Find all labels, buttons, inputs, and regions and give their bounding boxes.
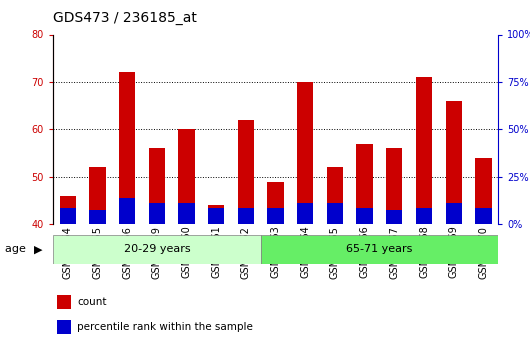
Bar [208,205,224,224]
Bar [261,235,498,264]
Bar [53,235,261,264]
Bar [149,148,165,224]
Bar [327,167,343,224]
Bar [327,203,343,224]
Bar [357,208,373,224]
Bar [119,72,135,224]
Bar [238,120,254,224]
Text: GDS473 / 236185_at: GDS473 / 236185_at [53,11,197,25]
Bar [416,77,432,224]
Text: percentile rank within the sample: percentile rank within the sample [77,322,253,332]
Bar [208,208,224,224]
Bar [475,208,491,224]
Bar [238,208,254,224]
Bar [119,198,135,224]
Bar [268,181,284,224]
Bar [60,208,76,224]
Bar [179,129,195,224]
Bar [386,148,402,224]
Bar [475,158,491,224]
Bar [90,210,105,224]
Bar [386,210,402,224]
Text: ▶: ▶ [34,244,43,254]
Bar [57,295,71,309]
Bar [90,167,105,224]
Text: count: count [77,297,107,307]
Bar [297,203,313,224]
Bar [297,82,313,224]
Bar [446,203,462,224]
Text: 20-29 years: 20-29 years [123,244,190,254]
Bar [446,101,462,224]
Bar [60,196,76,224]
Bar [268,208,284,224]
Text: age: age [5,244,30,254]
Text: 65-71 years: 65-71 years [346,244,413,254]
Bar [416,208,432,224]
Bar [57,320,71,334]
Bar [357,144,373,224]
Bar [179,203,195,224]
Bar [149,203,165,224]
